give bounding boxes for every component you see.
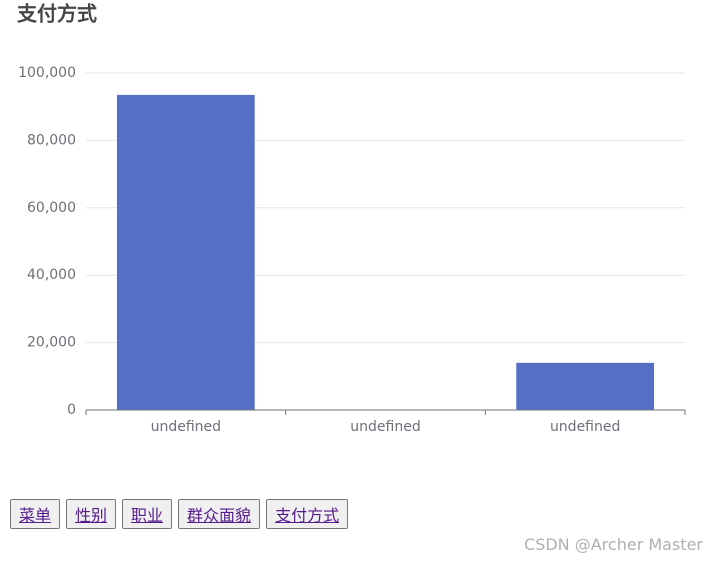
x-tick-label: undefined [350, 419, 420, 435]
bar [516, 362, 655, 410]
bar [116, 94, 255, 410]
x-tick-label: undefined [151, 419, 221, 435]
y-tick-label: 0 [67, 402, 76, 418]
nav-button[interactable]: 群众面貌 [178, 499, 261, 529]
watermark: CSDN @Archer Master [524, 535, 703, 554]
button-bar: 菜单 性别 职业 群众面貌 支付方式 [10, 499, 349, 529]
y-tick-label: 40,000 [27, 267, 76, 283]
nav-button[interactable]: 性别 [66, 499, 117, 529]
chart-title: 支付方式 [17, 2, 97, 26]
nav-button[interactable]: 职业 [122, 499, 173, 529]
y-tick-label: 20,000 [27, 335, 76, 351]
y-tick-label: 80,000 [27, 132, 76, 148]
nav-button[interactable]: 支付方式 [266, 499, 349, 529]
nav-button[interactable]: 菜单 [10, 499, 61, 529]
x-tick-label: undefined [550, 419, 620, 435]
y-tick-label: 100,000 [18, 65, 76, 81]
chart: 支付方式 0 20,000 40,000 60,000 80,000 100,000 und… [17, 2, 686, 435]
y-tick-label: 60,000 [27, 200, 76, 216]
